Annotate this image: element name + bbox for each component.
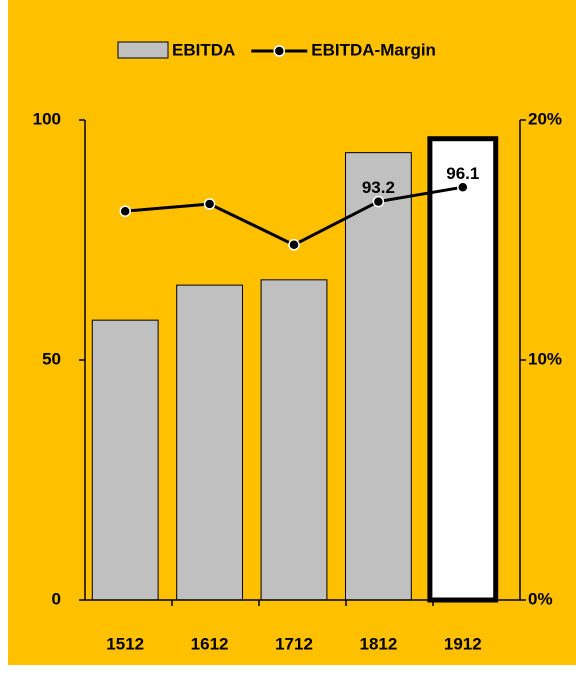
marker	[288, 239, 300, 251]
y-tick-label: 0	[52, 589, 61, 608]
legend-label: EBITDA-Margin	[311, 40, 436, 59]
marker	[203, 198, 216, 210]
marker	[457, 181, 469, 193]
legend-marker	[273, 45, 286, 57]
data-label: 93.2	[362, 178, 395, 197]
bar	[91, 319, 159, 601]
y-tick-label: 100	[33, 109, 61, 128]
x-tick-label: 1712	[275, 634, 313, 653]
y-tick-label: 50	[42, 349, 61, 368]
marker	[372, 195, 385, 208]
y2-tick-label: 20%	[528, 109, 562, 128]
bar	[344, 152, 412, 601]
data-label: 96.1	[446, 164, 479, 183]
y2-tick-label: 10%	[528, 349, 562, 368]
bar	[260, 279, 328, 601]
x-tick-label: 1812	[359, 634, 397, 653]
bar	[427, 136, 499, 603]
x-tick-label: 1612	[191, 634, 229, 653]
marker	[119, 205, 131, 217]
bar	[176, 284, 244, 601]
x-tick-label: 1912	[444, 634, 482, 653]
x-tick-label: 1512	[106, 634, 144, 653]
legend-label: EBITDA	[172, 40, 235, 59]
legend-swatch	[117, 41, 169, 59]
y2-tick-label: 0%	[528, 589, 553, 608]
